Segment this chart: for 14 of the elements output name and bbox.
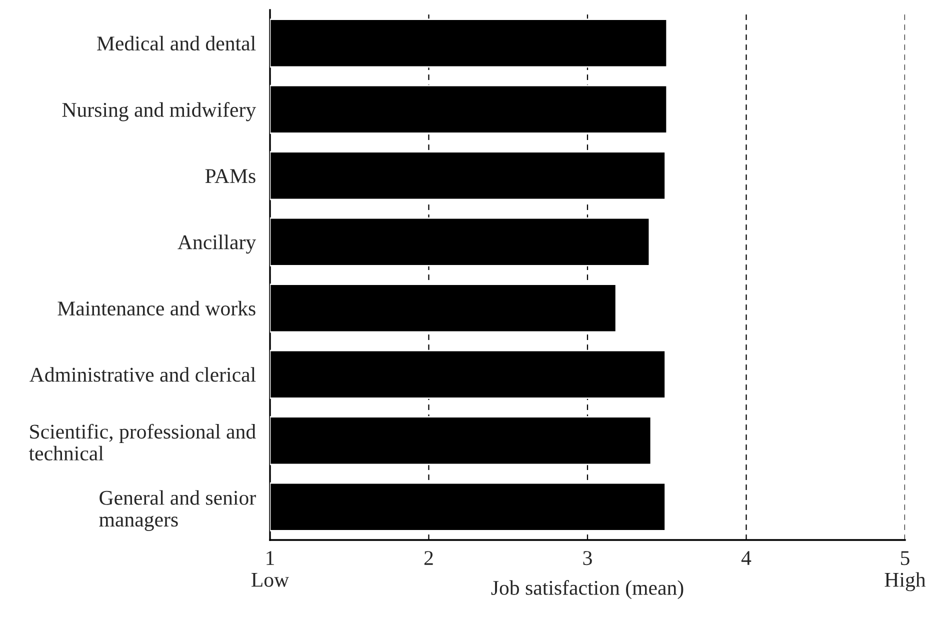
x-tick-label: 4 <box>741 551 752 565</box>
x-tick-label: 2 <box>424 551 433 565</box>
x-tick-label: 3 <box>583 551 592 566</box>
x-tick-label: 5 High <box>884 551 926 592</box>
y-tick-label: Nursing and midwifery <box>62 102 256 122</box>
y-tick-label: Medical and dental <box>97 36 256 51</box>
y-tick-label: PAMs <box>205 169 256 184</box>
y-tick-label: Maintenance and works <box>58 300 256 316</box>
y-tick-label: General and senior managers <box>99 490 256 531</box>
y-tick-label: Scientific, professional and technical <box>28 424 256 460</box>
y-tick-label: Administrative and clerical <box>30 367 256 382</box>
x-axis-title: Job satisfaction (mean) <box>491 580 684 600</box>
y-tick-label: Ancillary <box>178 234 256 254</box>
x-tick-label: 1 Low <box>252 551 290 587</box>
